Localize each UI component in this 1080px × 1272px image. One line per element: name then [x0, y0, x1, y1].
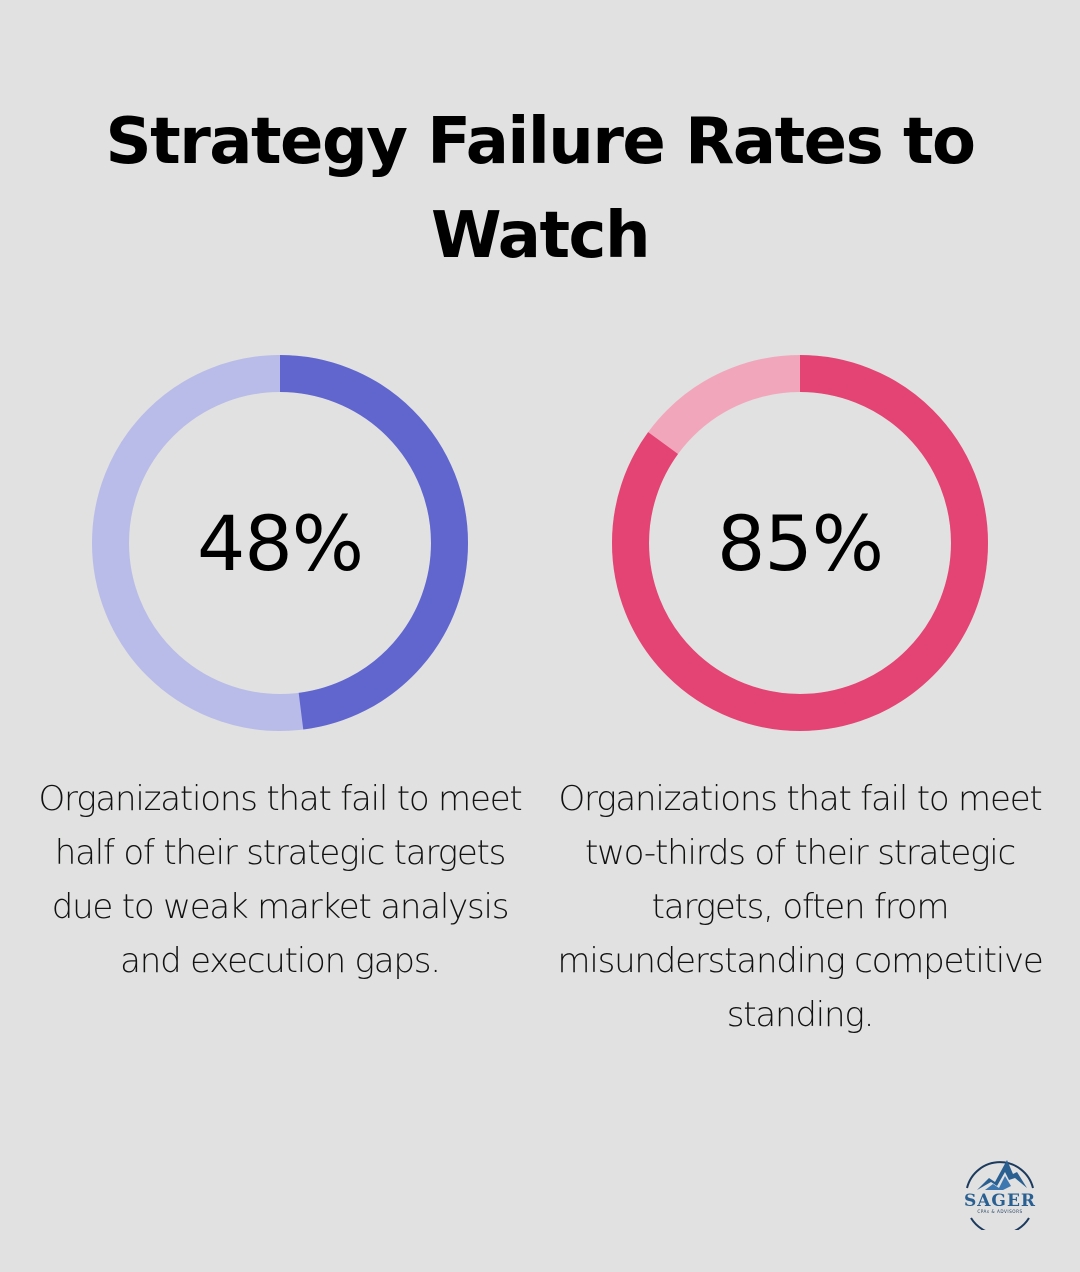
donut-chart-48: 48%: [92, 355, 468, 731]
page-title: Strategy Failure Rates to Watch: [0, 95, 1080, 283]
donut-chart-85: 85%: [612, 355, 988, 731]
page-title-text: Strategy Failure Rates to Watch: [105, 105, 977, 273]
donut-ring-48: [92, 355, 468, 731]
donut-ring-85: [612, 355, 988, 731]
stat-description-48: Organizations that fail to meet half of …: [38, 779, 522, 981]
svg-text:SAGER: SAGER: [964, 1191, 1036, 1211]
svg-text:CPAs & ADVISORS: CPAs & ADVISORS: [977, 1209, 1022, 1214]
stat-description-85: Organizations that fail to meet two-thir…: [557, 779, 1043, 1035]
donut-value-label: 48%: [197, 498, 364, 588]
mountain-logo-icon: SAGER CPAs & ADVISORS: [964, 1160, 1036, 1236]
donut-arc-value: [92, 355, 468, 731]
donut-value-label: 85%: [717, 498, 884, 588]
donut-arc-value: [612, 355, 988, 731]
sager-logo: SAGER CPAs & ADVISORS: [955, 1152, 1045, 1236]
